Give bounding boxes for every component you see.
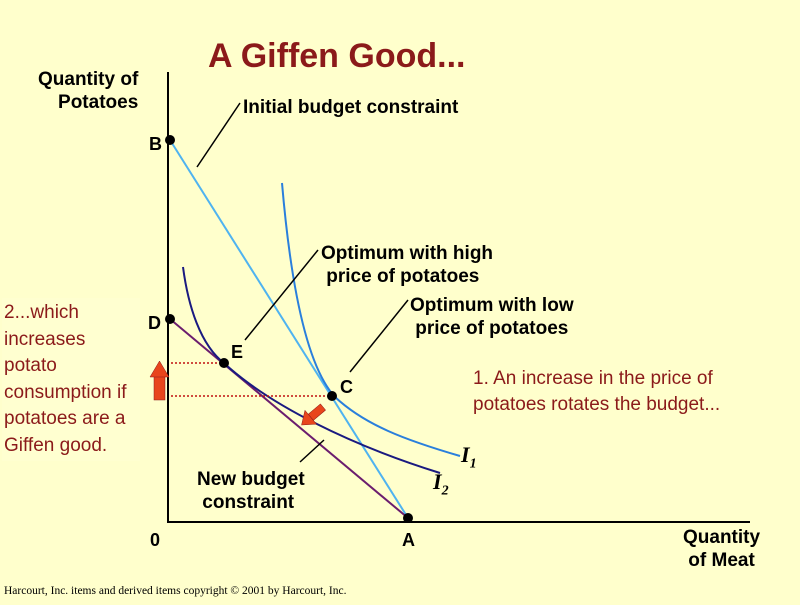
- note-rotation: 1. An increase in the price of potatoes …: [473, 368, 721, 415]
- label-opt-low: Optimum with low price of potatoes: [410, 295, 574, 339]
- origin-label: 0: [150, 530, 161, 550]
- label-a: A: [402, 530, 415, 550]
- point-b: [165, 135, 175, 145]
- label-c: C: [340, 377, 353, 397]
- leader-opt-high: [244, 249, 319, 341]
- new-budget-line: [169, 318, 409, 519]
- point-d: [165, 314, 175, 324]
- label-e: E: [231, 342, 244, 362]
- point-c: [327, 391, 337, 401]
- page-title: A Giffen Good...: [208, 37, 466, 75]
- point-a: [403, 513, 413, 523]
- label-opt-high: Optimum with high price of potatoes: [321, 243, 494, 287]
- up-arrow: [149, 360, 170, 401]
- label-i1: I1: [461, 442, 477, 472]
- x-axis-label: Quantity of Meat: [683, 527, 761, 571]
- label-new-budget: New budget constraint: [197, 469, 305, 513]
- rotation-arrow: [301, 403, 326, 426]
- point-e: [219, 358, 229, 368]
- label-d: D: [148, 313, 161, 333]
- y-axis-label: Quantity of Potatoes: [38, 69, 139, 113]
- leader-new-budget: [299, 439, 325, 463]
- label-initial-budget: Initial budget constraint: [243, 97, 459, 118]
- initial-budget-line: [169, 139, 409, 519]
- copyright-footer: Harcourt, Inc. items and derived items c…: [4, 585, 347, 597]
- leader-initial-budget: [196, 102, 241, 168]
- indifference-curve-i2: [182, 266, 441, 474]
- note-giffen: 2...which increases potato consumption i…: [2, 298, 140, 461]
- label-b: B: [149, 134, 162, 154]
- label-i2: I2: [433, 469, 449, 499]
- leader-opt-low: [349, 299, 409, 373]
